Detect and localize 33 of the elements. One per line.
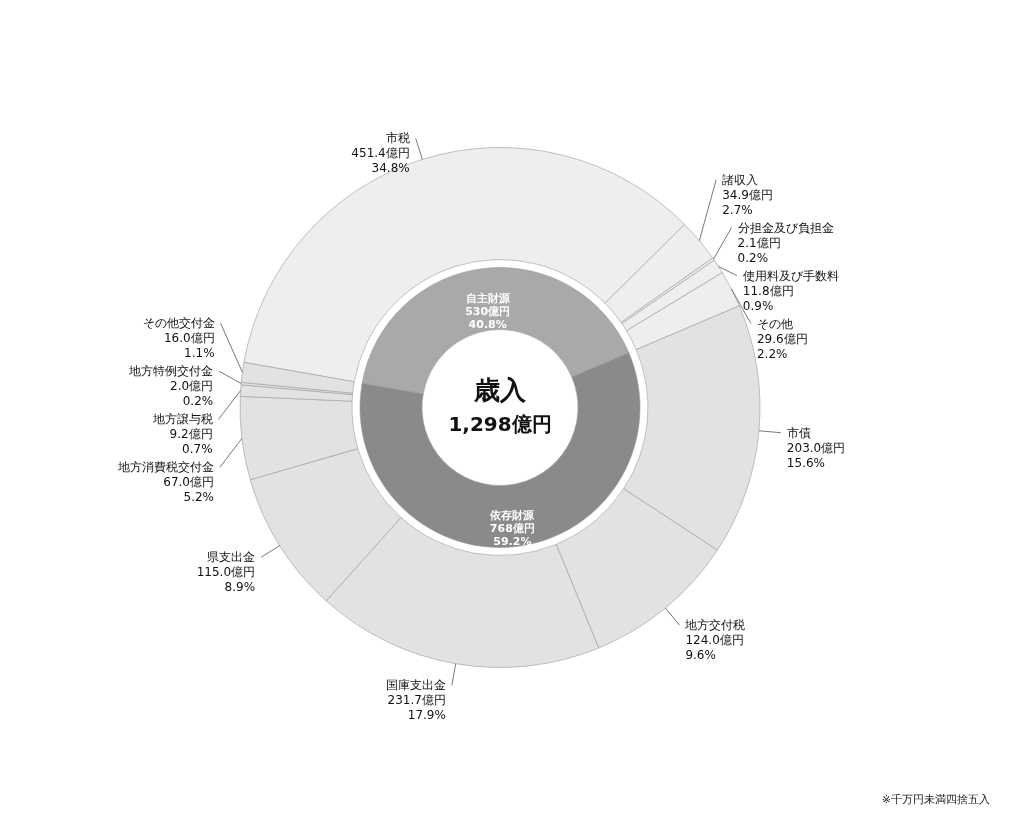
slice-label: 諸収入 [722,172,759,187]
slice-label: 地方譲与税 [151,412,213,427]
slice-label: 県支出金 [207,550,256,565]
slice-label: 地方消費税交付金 [117,460,215,475]
slice-label: 地方交付税 [684,618,746,633]
slice-label: 依存財源 [489,508,536,522]
data-label: 2.1億円 0.2% [737,235,781,265]
text: 1,298億円 [448,411,552,436]
data-label: 203.0億円 15.6% [786,440,846,470]
data-label: 115.0億円 8.9% [196,565,256,595]
slice-label: 自主財源 [465,292,511,306]
data-label: 29.6億円 2.2% [756,331,808,361]
slice-label: 市債 [786,425,811,440]
data-label: 768億円 59.2% [489,521,535,548]
slice-label: 地方特例交付金 [128,364,214,379]
data-label: 34.9億円 2.7% [722,187,773,217]
slice-label: 市税 [385,131,410,146]
data-label: 9.2億円 0.7% [169,427,213,457]
data-label: 231.7億円 17.9% [387,693,446,723]
data-label: 451.4億円 34.8% [351,146,410,176]
slice-label: 分担金及び負担金 [737,220,834,235]
data-label: 124.0億円 9.6% [685,633,744,663]
slice-label: 使用料及び手数料 [742,268,839,283]
data-label: 11.8億円 0.9% [742,283,794,313]
slice-label: その他交付金 [142,316,215,331]
data-label: 2.0億円 0.2% [170,379,214,409]
text: 歳入 [473,374,527,405]
slice-label: 国庫支出金 [385,678,446,693]
data-label: 67.0億円 5.2% [163,475,215,505]
slice-label: その他 [756,316,793,331]
data-label: 16.0億円 1.1% [163,331,215,361]
text: ※千万円未満四捨五入 [881,793,990,806]
data-label: 530億円 40.8% [465,305,511,332]
